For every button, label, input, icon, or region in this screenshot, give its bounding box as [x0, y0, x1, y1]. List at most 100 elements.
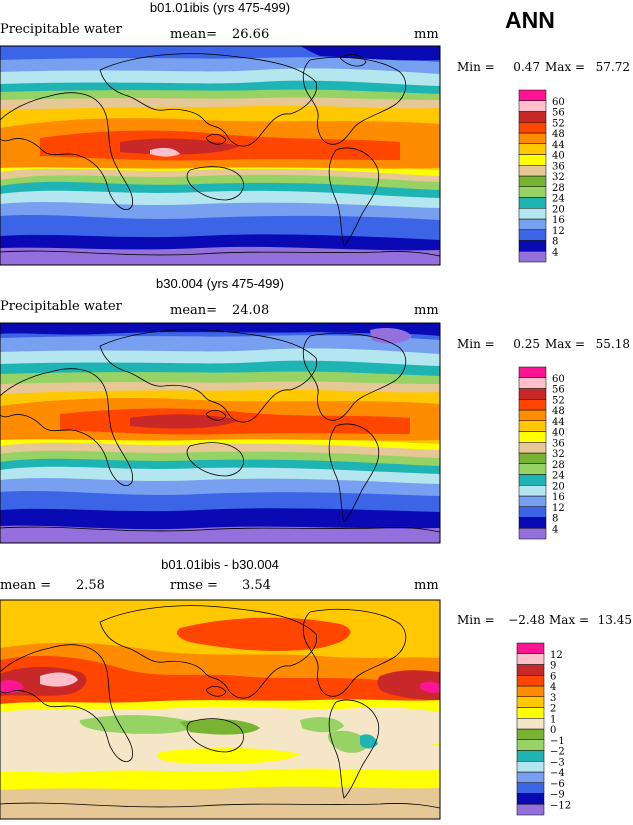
panel-2-units: mm: [414, 303, 439, 318]
panel-1-title: b01.01ibis (yrs 475-499): [150, 0, 290, 15]
colorbar-swatch: [516, 685, 545, 697]
colorbar-swatch: [516, 696, 545, 708]
colorbar-swatch: [518, 442, 547, 454]
colorbar-tick-label: −1: [550, 736, 565, 747]
panel-2-field-label: Precipitable water: [0, 299, 123, 314]
colorbar-swatch: [516, 675, 545, 687]
colorbar-swatch: [518, 132, 547, 144]
colorbar-swatch: [518, 420, 547, 432]
colorbar-swatch: [518, 409, 547, 421]
panel-2-min-value: 0.25: [513, 337, 540, 351]
colorbar-tick-label: 32: [552, 449, 565, 460]
colorbar-tick-label: 0: [550, 725, 556, 736]
colorbar-swatch: [516, 739, 545, 751]
colorbar-swatch: [518, 251, 547, 263]
colorbar-tick-label: 3: [550, 693, 556, 704]
panel-2-coastlines: [0, 329, 440, 533]
colorbar-tick-label: 4: [550, 682, 556, 693]
colorbar-tick-label: 24: [552, 471, 565, 482]
colorbar-swatch: [518, 452, 547, 464]
colorbar-tick-label: 44: [552, 417, 565, 428]
colorbar-swatch: [518, 186, 547, 198]
panel-3-map-frame: [0, 599, 441, 820]
panel-2-max-value: 55.18: [596, 337, 630, 351]
panel-1-map-frame: [0, 45, 441, 266]
colorbar-swatch: [518, 89, 547, 101]
panel-3-title: b01.01ibis - b30.004: [161, 557, 279, 572]
colorbar-tick-label: −4: [550, 768, 565, 779]
colorbar-tick-label: 16: [552, 492, 565, 503]
colorbar-tick-label: 52: [552, 395, 565, 406]
colorbar-swatch: [518, 388, 547, 400]
colorbar-tick-label: 40: [552, 428, 565, 439]
colorbar-tick-label: 60: [552, 374, 565, 385]
colorbar-swatch: [518, 366, 547, 378]
colorbar-tick-label: −3: [550, 757, 565, 768]
panel-3-mean-value: 2.58: [76, 578, 105, 593]
colorbar-swatch: [516, 664, 545, 676]
colorbar-tick-label: −12: [550, 800, 571, 811]
colorbar-tick-label: 56: [552, 385, 565, 396]
colorbar-swatch: [518, 165, 547, 177]
colorbar-swatch: [518, 431, 547, 443]
season-label: ANN: [505, 7, 555, 33]
panel-1-max-value: 57.72: [596, 60, 630, 74]
colorbar-swatch: [518, 143, 547, 155]
panel-1-mean-value: 26.66: [232, 27, 269, 42]
panel-3-rmse-label: rmse =: [170, 578, 218, 593]
colorbar-swatch: [518, 175, 547, 187]
colorbar-swatch: [518, 218, 547, 230]
colorbar-swatch: [518, 197, 547, 209]
colorbar-tick-label: 12: [550, 650, 563, 661]
colorbar-swatch: [516, 718, 545, 730]
colorbar-tick-label: 28: [552, 183, 565, 194]
panel-3-min-value: −2.48: [508, 613, 545, 627]
colorbar-swatch: [516, 804, 545, 816]
colorbar-tick-label: 36: [552, 161, 565, 172]
panel-1-units: mm: [414, 27, 439, 42]
colorbar-tick-label: 12: [552, 226, 565, 237]
panel-3-map: [0, 600, 440, 819]
colorbar-tick-label: −2: [550, 747, 565, 758]
colorbar-tick-label: 40: [552, 151, 565, 162]
colorbar-tick-label: 20: [552, 481, 565, 492]
panel-3-mean-label: mean =: [0, 578, 51, 593]
colorbar-swatch: [518, 122, 547, 134]
colorbar-tick-label: 4: [552, 247, 558, 258]
colorbar-swatch: [518, 495, 547, 507]
colorbar-tick-label: 4: [552, 524, 558, 535]
panel-1-mean-label: mean=: [170, 27, 217, 42]
colorbar-tick-label: 60: [552, 97, 565, 108]
colorbar-swatch: [518, 154, 547, 166]
colorbar-swatch: [516, 642, 545, 654]
panel-3-min-label: Min =: [457, 613, 495, 627]
colorbar-tick-label: 8: [552, 514, 558, 525]
panel-1-min-label: Min =: [457, 60, 495, 74]
colorbar-tick-label: 20: [552, 204, 565, 215]
colorbar-swatch: [516, 653, 545, 665]
colorbar-swatch: [518, 517, 547, 529]
colorbar-tick-label: 44: [552, 140, 565, 151]
colorbar-swatch: [518, 100, 547, 112]
colorbar-swatch: [518, 111, 547, 123]
colorbar-swatch: [518, 399, 547, 411]
colorbar-tick-label: 6: [550, 671, 556, 682]
colorbar-swatch: [516, 750, 545, 762]
colorbar-tick-label: 16: [552, 215, 565, 226]
panel-1: b01.01ibis (yrs 475-499) Precipitable wa…: [0, 0, 630, 266]
colorbar-swatch: [518, 474, 547, 486]
colorbar-tick-label: 12: [552, 503, 565, 514]
colorbar-swatch: [518, 229, 547, 241]
colorbar-swatch: [516, 771, 545, 783]
colorbar-tick-label: 1: [550, 714, 556, 725]
colorbar-swatch: [516, 761, 545, 773]
panel-2-map: [0, 323, 440, 543]
colorbar-tick-label: 9: [550, 661, 556, 672]
panel-3-max-label: Max =: [549, 613, 589, 627]
panel-1-map: [0, 46, 440, 265]
colorbar-swatch: [516, 782, 545, 794]
colorbar-tick-label: 52: [552, 118, 565, 129]
